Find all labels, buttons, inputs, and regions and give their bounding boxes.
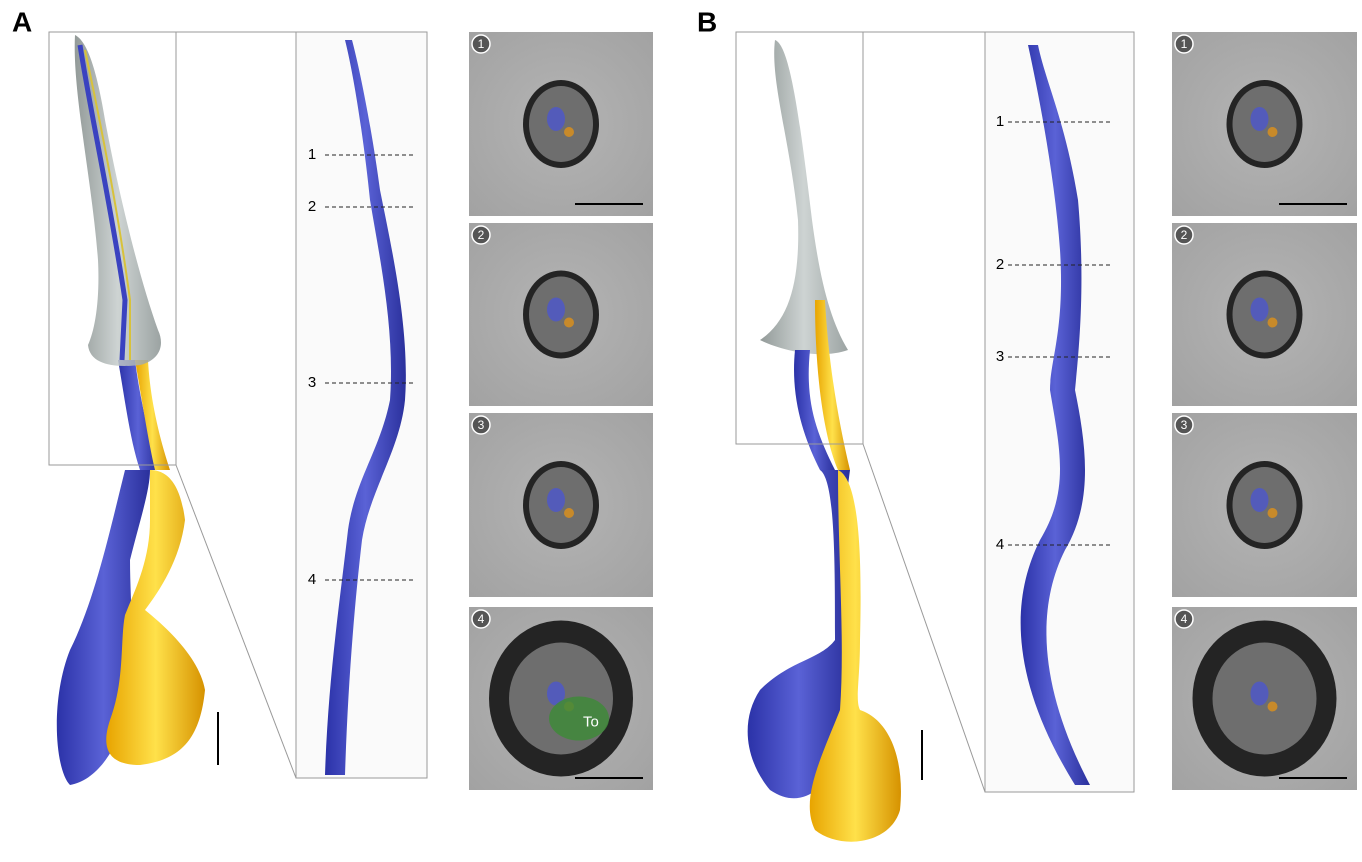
inset-number: 4 [478,612,485,626]
inset-number: 4 [1181,612,1188,626]
inset-number: 2 [478,228,485,242]
inset-number: 3 [1181,418,1188,432]
inset-number: 2 [1181,228,1188,242]
organelle [1251,298,1269,322]
organelle [547,298,565,322]
panel-a-model [49,32,296,785]
figure: A 1 2 3 4 1 2 3 To 4 B 1 2 3 4 1 2 3 4 [0,0,1362,857]
panel-b-detail [985,32,1134,792]
annotation: To [583,713,599,730]
organelle [547,107,565,131]
organelle [1251,488,1269,512]
inset-number: 3 [478,418,485,432]
granule [1268,127,1278,137]
section-marker: 4 [308,571,316,588]
panel-label: A [12,6,32,37]
organelle [547,488,565,512]
organelle [1251,682,1269,706]
granule [564,127,574,137]
panel-b-model [736,32,985,842]
page-body: A1234123To4B12341234 (() => { const data… [0,0,1362,857]
inset-number: 1 [1181,37,1188,51]
section-marker: 1 [996,113,1004,130]
granule [564,318,574,328]
granule [1268,702,1278,712]
section-marker: 2 [996,256,1004,273]
annotation-region [549,697,609,741]
section-marker: 2 [308,198,316,215]
section-marker: 3 [308,374,316,391]
section-marker: 1 [308,146,316,163]
section-marker: 4 [996,536,1004,553]
granule [564,508,574,518]
panel-label: B [697,6,717,37]
panel-a-detail [296,32,427,778]
inset-number: 1 [478,37,485,51]
section-marker: 3 [996,348,1004,365]
granule [1268,318,1278,328]
page: Figure {"panels": [ {"label": "A", "sect… [0,0,1362,857]
granule [1268,508,1278,518]
organelle [1251,107,1269,131]
